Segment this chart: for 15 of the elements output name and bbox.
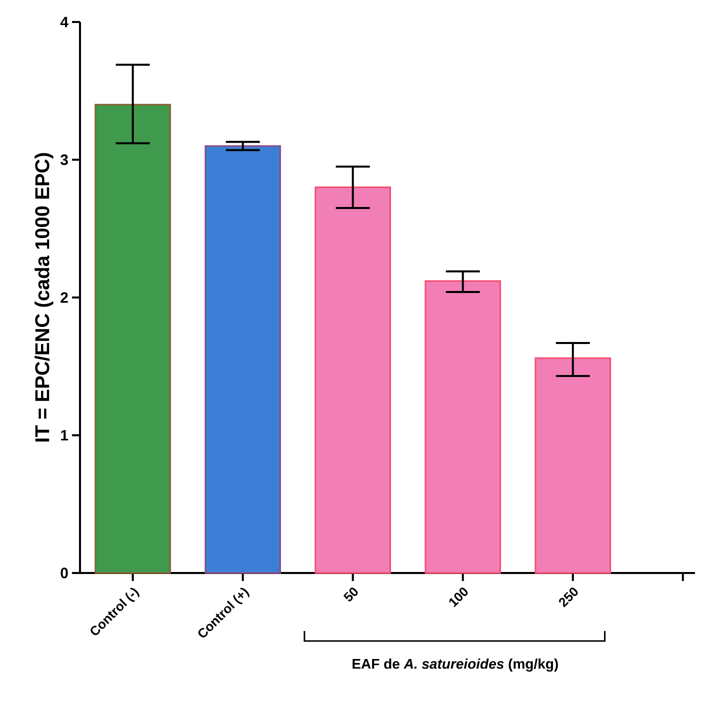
y-tick-label: 4 <box>60 16 68 28</box>
bar <box>534 357 612 574</box>
y-tick-label: 0 <box>60 568 68 578</box>
x-tick-label: 250 <box>559 588 578 608</box>
x-tick-label: 50 <box>343 588 358 602</box>
y-axis-title: IT = EPC/ENC (cada 1000 EPC) <box>34 153 54 442</box>
bar <box>314 186 392 574</box>
y-tick-label: 3 <box>60 154 68 166</box>
x-tick-label: 100 <box>449 588 468 608</box>
bar <box>424 280 502 574</box>
y-tick-label: 1 <box>61 430 68 440</box>
text: EAF de A. satureioides (mg/kg) <box>352 658 558 672</box>
bar <box>94 104 171 574</box>
bar <box>204 145 281 574</box>
y-tick-label: 2 <box>60 292 68 303</box>
